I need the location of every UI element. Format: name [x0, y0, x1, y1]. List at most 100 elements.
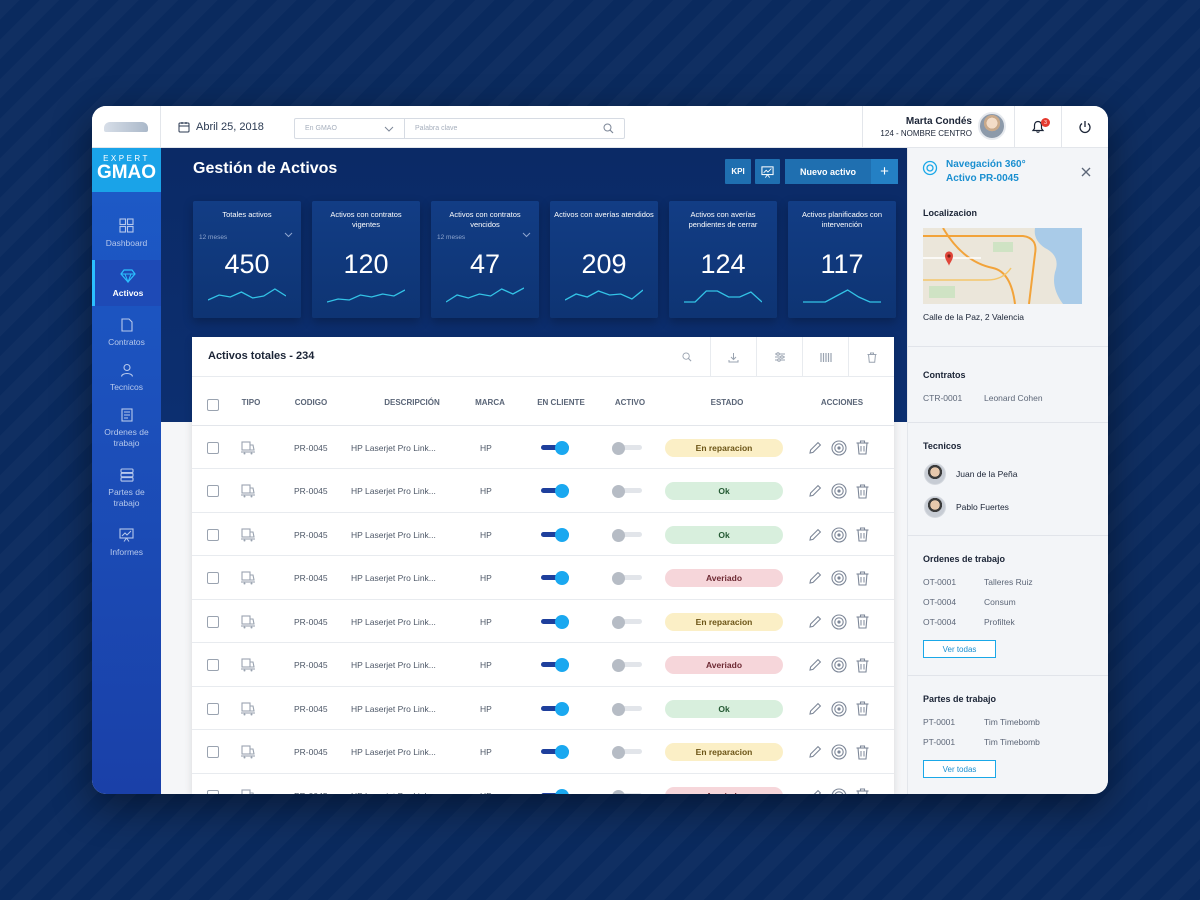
row-checkbox[interactable]: [207, 572, 219, 584]
search-scope-select[interactable]: En GMAO: [295, 119, 405, 138]
edit-icon[interactable]: [808, 789, 822, 795]
row-checkbox[interactable]: [207, 441, 219, 454]
en-cliente-toggle[interactable]: [541, 614, 571, 629]
barcode-button[interactable]: [802, 337, 848, 377]
kpi-card[interactable]: Activos con contratos vencidos 12 meses 47: [431, 201, 539, 318]
order-code[interactable]: OT-0004: [923, 617, 957, 627]
column-header[interactable]: ACTIVO: [614, 398, 646, 407]
en-cliente-toggle[interactable]: [541, 484, 571, 498]
target-icon[interactable]: [831, 483, 847, 499]
trash-icon[interactable]: [856, 614, 869, 629]
row-checkbox[interactable]: [207, 528, 219, 541]
kpi-card[interactable]: Activos con averías pendientes de cerrar…: [669, 201, 777, 318]
row-checkbox[interactable]: [207, 615, 219, 628]
sidebar-item-ordenes[interactable]: Ordenes de trabajo: [92, 408, 161, 449]
see-all-orders-button[interactable]: Ver todas: [923, 640, 996, 658]
activo-toggle[interactable]: [612, 789, 642, 794]
table-row[interactable]: PR-0045 HP Laserjet Pro Link... HP Averiado: [192, 774, 894, 794]
column-header[interactable]: EN CLIENTE: [537, 398, 585, 407]
activo-toggle[interactable]: [612, 528, 642, 542]
sidebar-item-tecnicos[interactable]: Tecnicos: [92, 363, 161, 393]
row-checkbox[interactable]: [207, 659, 219, 671]
en-cliente-toggle[interactable]: [541, 745, 571, 759]
table-row[interactable]: PR-0045 HP Laserjet Pro Link... HP En repar…: [192, 731, 894, 774]
table-row[interactable]: PR-0045 HP Laserjet Pro Link... HP Averiado: [192, 644, 894, 687]
edit-icon[interactable]: [808, 528, 822, 542]
kpi-card[interactable]: Totales activos 12 meses 450: [193, 201, 301, 318]
filter-button[interactable]: [756, 337, 802, 377]
column-header[interactable]: DESCRIPCIÓN: [384, 398, 440, 407]
trash-icon[interactable]: [856, 788, 869, 794]
en-cliente-toggle[interactable]: [541, 440, 571, 455]
close-icon[interactable]: [1081, 167, 1091, 177]
table-search-button[interactable]: [664, 337, 710, 377]
new-asset-button[interactable]: Nuevo activo: [785, 159, 871, 184]
kpi-period-select[interactable]: 12 meses: [199, 234, 228, 241]
en-cliente-toggle[interactable]: [541, 658, 571, 672]
trash-icon[interactable]: [856, 527, 869, 542]
column-header[interactable]: MARCA: [475, 398, 505, 407]
edit-icon[interactable]: [808, 702, 822, 716]
target-icon[interactable]: [831, 439, 847, 456]
activo-toggle[interactable]: [612, 484, 642, 498]
order-code[interactable]: OT-0001: [923, 577, 957, 587]
column-header[interactable]: TIPO: [241, 398, 261, 407]
date-display[interactable]: Abril 25, 2018: [178, 106, 264, 148]
target-icon[interactable]: [831, 570, 847, 586]
kpi-card[interactable]: Activos con averías atendidos 209: [550, 201, 658, 318]
column-header[interactable]: ACCIONES: [820, 398, 864, 407]
user-menu[interactable]: Marta Condés 124 - NOMBRE CENTRO: [862, 106, 1014, 148]
trash-icon[interactable]: [856, 440, 869, 455]
chart-button[interactable]: [755, 159, 780, 184]
row-checkbox[interactable]: [207, 485, 219, 497]
trash-icon[interactable]: [856, 570, 869, 586]
sidebar-item-dashboard[interactable]: Dashboard: [92, 218, 161, 249]
table-row[interactable]: PR-0045 HP Laserjet Pro Link... HP Ok: [192, 470, 894, 513]
row-checkbox[interactable]: [207, 702, 219, 715]
trash-icon[interactable]: [856, 701, 869, 716]
kpi-card[interactable]: Activos planificados con intervención 117: [788, 201, 896, 318]
en-cliente-toggle[interactable]: [541, 527, 571, 542]
part-code[interactable]: PT-0001: [923, 717, 956, 727]
chevron-down-icon[interactable]: [522, 232, 531, 238]
contract-code[interactable]: CTR-0001: [923, 393, 963, 403]
trash-icon[interactable]: [856, 657, 869, 673]
technician-name[interactable]: Juan de la Peña: [956, 469, 1018, 479]
activo-toggle[interactable]: [612, 571, 642, 585]
avatar[interactable]: [978, 112, 1006, 140]
sidebar-item-activos[interactable]: Activos: [92, 260, 161, 306]
download-button[interactable]: [710, 337, 756, 377]
en-cliente-toggle[interactable]: [541, 571, 571, 585]
table-row[interactable]: PR-0045 HP Laserjet Pro Link... HP En repar…: [192, 600, 894, 643]
technician-name[interactable]: Pablo Fuertes: [956, 502, 1009, 512]
activo-toggle[interactable]: [612, 702, 642, 716]
delete-selected-button[interactable]: [848, 337, 894, 377]
column-header[interactable]: CODIGO: [294, 398, 328, 407]
target-icon[interactable]: [831, 787, 847, 795]
order-code[interactable]: OT-0004: [923, 597, 957, 607]
part-code[interactable]: PT-0001: [923, 737, 956, 747]
select-all-checkbox[interactable]: [207, 399, 219, 411]
row-checkbox[interactable]: [207, 746, 219, 758]
trash-icon[interactable]: [856, 483, 869, 499]
kpi-button[interactable]: KPI: [725, 159, 751, 184]
kpi-period-select[interactable]: 12 meses: [437, 234, 466, 241]
table-row[interactable]: PR-0045 HP Laserjet Pro Link... HP En repar…: [192, 426, 894, 469]
search-icon[interactable]: [603, 123, 614, 134]
edit-icon[interactable]: [808, 571, 822, 585]
table-row[interactable]: PR-0045 HP Laserjet Pro Link... HP Ok: [192, 687, 894, 730]
activo-toggle[interactable]: [612, 441, 642, 455]
en-cliente-toggle[interactable]: [541, 788, 571, 794]
table-row[interactable]: PR-0045 HP Laserjet Pro Link... HP Averiado: [192, 557, 894, 600]
table-row[interactable]: PR-0045 HP Laserjet Pro Link... HP Ok: [192, 513, 894, 556]
edit-icon[interactable]: [808, 658, 822, 672]
activo-toggle[interactable]: [612, 658, 642, 672]
chevron-down-icon[interactable]: [284, 232, 293, 238]
target-icon[interactable]: [831, 744, 847, 760]
activo-toggle[interactable]: [612, 745, 642, 759]
target-icon[interactable]: [831, 657, 847, 673]
target-icon[interactable]: [831, 700, 847, 717]
notifications-button[interactable]: 3: [1014, 106, 1061, 148]
sidebar-item-informes[interactable]: Informes: [92, 528, 161, 558]
search-input[interactable]: Palabra clave: [405, 119, 624, 138]
